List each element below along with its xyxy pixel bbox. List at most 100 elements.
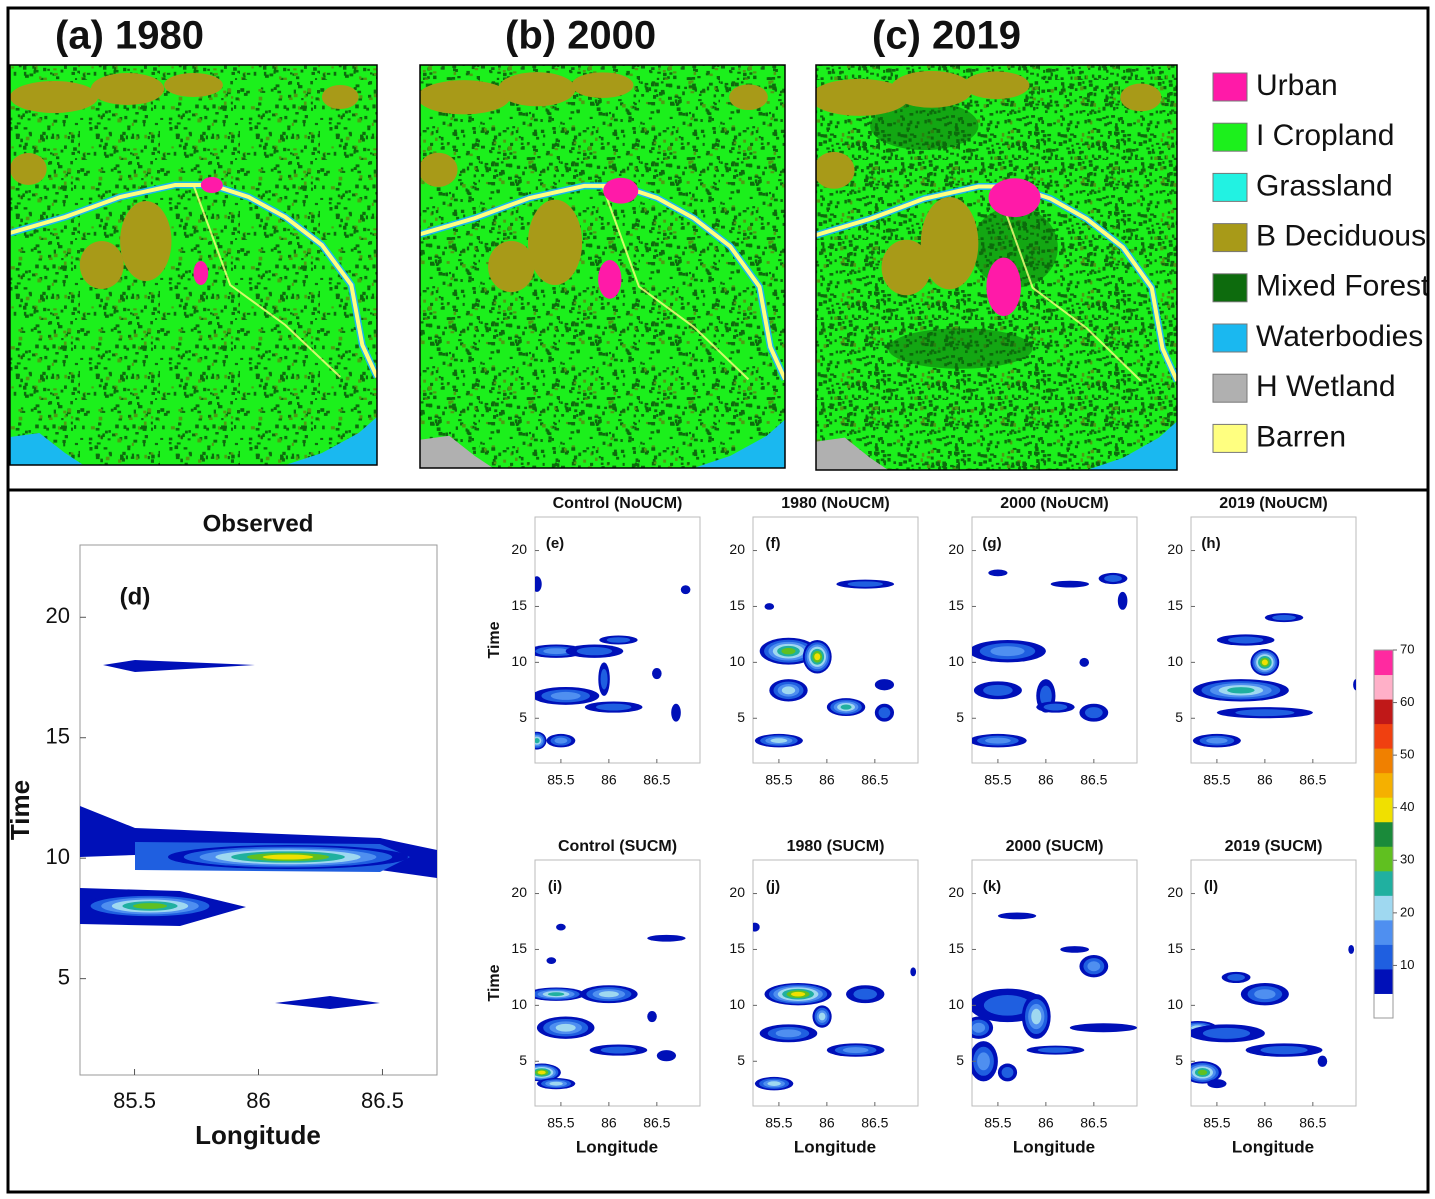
x-tick-label: 86 bbox=[1257, 1115, 1273, 1131]
colorbar-band bbox=[1374, 675, 1393, 700]
contour bbox=[1002, 1067, 1014, 1078]
colorbar-label: 20 bbox=[1400, 904, 1414, 919]
y-tick-label: 20 bbox=[948, 541, 964, 557]
legend-label: Barren bbox=[1256, 420, 1346, 453]
contour bbox=[972, 1023, 985, 1033]
colorbar-label: 10 bbox=[1400, 957, 1414, 972]
x-tick-label: 86 bbox=[1038, 1115, 1054, 1131]
colorbar-band bbox=[1374, 846, 1393, 871]
y-tick-label: 10 bbox=[1167, 996, 1183, 1012]
x-axis-label: Longitude bbox=[794, 1137, 876, 1156]
panel-tag: (h) bbox=[1201, 535, 1220, 552]
x-tick-label: 86 bbox=[246, 1088, 270, 1113]
legend-swatch bbox=[1213, 374, 1247, 402]
legend-swatch bbox=[1213, 123, 1247, 151]
y-tick-label: 15 bbox=[729, 597, 745, 613]
y-tick-label: 5 bbox=[58, 964, 70, 989]
colorbar-label: 50 bbox=[1400, 747, 1414, 762]
panel-title: 1980 (SUCM) bbox=[787, 838, 885, 855]
panel-tag: (f) bbox=[766, 535, 781, 552]
deciduous bbox=[488, 241, 534, 292]
colorbar-label: 60 bbox=[1400, 694, 1414, 709]
y-tick-label: 5 bbox=[1175, 709, 1183, 725]
colorbar-band bbox=[1374, 748, 1393, 773]
panel-tag: (e) bbox=[546, 535, 564, 552]
contour bbox=[671, 704, 681, 722]
contour bbox=[556, 924, 566, 931]
colorbar-band bbox=[1374, 650, 1393, 675]
panel-tag: (l) bbox=[1204, 878, 1218, 895]
deciduous bbox=[964, 71, 1030, 99]
y-axis-label: Time bbox=[5, 780, 35, 840]
contour bbox=[988, 570, 1007, 577]
axes bbox=[753, 860, 918, 1106]
x-axis-label: Longitude bbox=[1013, 1137, 1095, 1156]
y-tick-label: 5 bbox=[737, 709, 745, 725]
y-tick-label: 15 bbox=[1167, 940, 1183, 956]
x-tick-label: 85.5 bbox=[1203, 772, 1230, 788]
contour bbox=[1198, 1070, 1207, 1075]
contour bbox=[767, 1081, 780, 1086]
legend-swatch bbox=[1213, 424, 1247, 452]
colorbar-band bbox=[1374, 724, 1393, 749]
contour bbox=[853, 989, 877, 1000]
legend-swatch bbox=[1213, 173, 1247, 201]
forest bbox=[888, 328, 1032, 369]
x-axis-label: Longitude bbox=[195, 1120, 321, 1150]
contour bbox=[1070, 1023, 1137, 1032]
map-label: (a) 1980 bbox=[55, 14, 204, 58]
deciduous bbox=[80, 241, 124, 289]
axes bbox=[535, 860, 700, 1106]
contour bbox=[977, 1052, 990, 1070]
map bbox=[810, 65, 1177, 470]
contour bbox=[657, 1050, 676, 1061]
deciduous bbox=[528, 200, 582, 285]
colorbar-band bbox=[1374, 871, 1393, 896]
urban bbox=[603, 178, 638, 204]
deciduous bbox=[164, 73, 223, 97]
contour bbox=[1272, 615, 1296, 621]
legend-swatch bbox=[1213, 73, 1247, 101]
y-tick-label: 5 bbox=[737, 1052, 745, 1068]
x-tick-label: 86 bbox=[601, 772, 617, 788]
legend-label: B Deciduous bbox=[1256, 220, 1426, 253]
x-tick-label: 86 bbox=[1038, 772, 1054, 788]
x-tick-label: 85.5 bbox=[765, 772, 792, 788]
legend-swatch bbox=[1213, 224, 1247, 252]
panel-tag: (g) bbox=[982, 535, 1001, 552]
contour bbox=[910, 967, 916, 976]
deciduous bbox=[417, 80, 510, 114]
colorbar-label: 30 bbox=[1400, 852, 1414, 867]
contour bbox=[843, 1047, 869, 1053]
contour bbox=[1235, 709, 1294, 716]
legend-swatch bbox=[1213, 274, 1247, 302]
deciduous bbox=[91, 73, 164, 105]
deciduous bbox=[120, 201, 171, 281]
contour bbox=[1085, 707, 1103, 718]
contour bbox=[791, 992, 805, 997]
panel-title: 2000 (NoUCM) bbox=[1000, 495, 1108, 512]
x-tick-label: 85.5 bbox=[547, 772, 574, 788]
legend-label: H Wetland bbox=[1256, 370, 1396, 403]
deciduous bbox=[882, 240, 931, 295]
x-tick-label: 86.5 bbox=[643, 772, 670, 788]
x-tick-label: 86.5 bbox=[861, 772, 888, 788]
deciduous bbox=[729, 84, 768, 110]
x-tick-label: 86 bbox=[1257, 772, 1273, 788]
contour bbox=[543, 648, 569, 654]
deciduous bbox=[322, 85, 359, 109]
contour bbox=[879, 707, 891, 718]
contour bbox=[1227, 974, 1245, 981]
contour bbox=[607, 637, 631, 643]
x-tick-label: 86 bbox=[819, 772, 835, 788]
colorbar-band bbox=[1374, 822, 1393, 847]
contour bbox=[1260, 1046, 1307, 1054]
x-tick-label: 86 bbox=[819, 1115, 835, 1131]
panel-title: Observed bbox=[203, 510, 314, 537]
contour bbox=[1207, 1079, 1226, 1088]
x-tick-label: 86.5 bbox=[1299, 772, 1326, 788]
urban bbox=[201, 177, 223, 193]
contour bbox=[848, 581, 883, 587]
y-tick-label: 5 bbox=[519, 709, 527, 725]
legend-label: Waterbodies bbox=[1256, 320, 1423, 353]
